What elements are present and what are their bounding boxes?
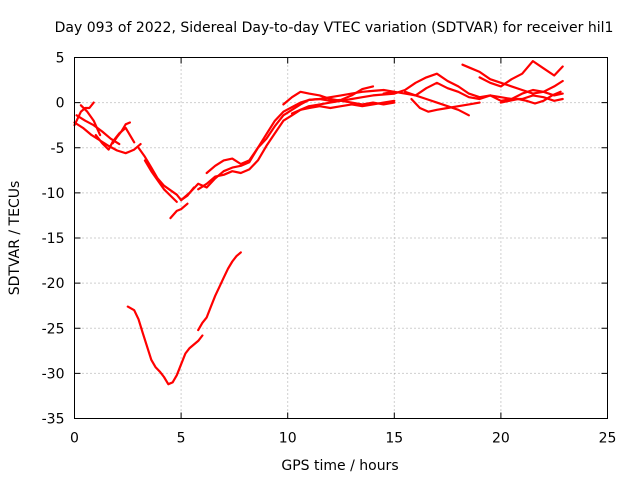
y-tick-label: -35 <box>42 412 65 428</box>
y-tick-label: -20 <box>42 276 65 292</box>
y-axis-label: SDTVAR / TECUs <box>7 181 23 296</box>
y-tick-label: -30 <box>42 366 65 382</box>
axis-ticks <box>74 57 608 419</box>
x-axis-label: GPS time / hours <box>281 458 398 474</box>
series-line-trace-t <box>478 59 564 88</box>
series-line-trace-d <box>79 104 102 137</box>
x-tick-label: 10 <box>279 431 297 447</box>
series-line-trace-m <box>282 90 396 106</box>
series-line-trace-w <box>197 251 242 332</box>
chart-title: Day 093 of 2022, Sidereal Day-to-day VTE… <box>55 20 614 36</box>
series-line-trace-v <box>126 305 204 386</box>
series-line-trace-i <box>169 202 189 220</box>
x-tick-label: 25 <box>599 431 617 447</box>
y-tick-label: -10 <box>42 186 65 202</box>
series-line-trace-n <box>290 99 396 115</box>
x-tick-labels: 0 5 10 15 20 25 <box>70 431 616 447</box>
series-line-trace-p <box>393 72 564 102</box>
series-line-trace-f <box>111 121 131 145</box>
y-tick-label: -15 <box>42 231 65 247</box>
series-line-trace-b <box>73 121 142 155</box>
series-line-trace-q <box>403 79 564 102</box>
series-line-trace-u <box>499 90 562 105</box>
y-tick-label: 0 <box>56 96 65 112</box>
series-line-trace-s <box>461 63 564 97</box>
x-tick-label: 0 <box>70 431 79 447</box>
y-tick-label: -5 <box>51 141 65 157</box>
data-series-group <box>73 59 564 386</box>
x-tick-label: 15 <box>385 431 403 447</box>
y-tick-labels: 5 0 -5 -10 -15 -20 -25 -30 -35 <box>42 51 65 428</box>
y-tick-label: 5 <box>56 51 65 67</box>
series-line-trace-k <box>197 92 396 191</box>
series-line-trace-r <box>410 97 481 113</box>
x-tick-label: 5 <box>177 431 186 447</box>
x-tick-label: 20 <box>492 431 510 447</box>
y-tick-label: -25 <box>42 321 65 337</box>
series-line-trace-a <box>73 101 95 127</box>
series-line-trace-h <box>143 159 178 203</box>
